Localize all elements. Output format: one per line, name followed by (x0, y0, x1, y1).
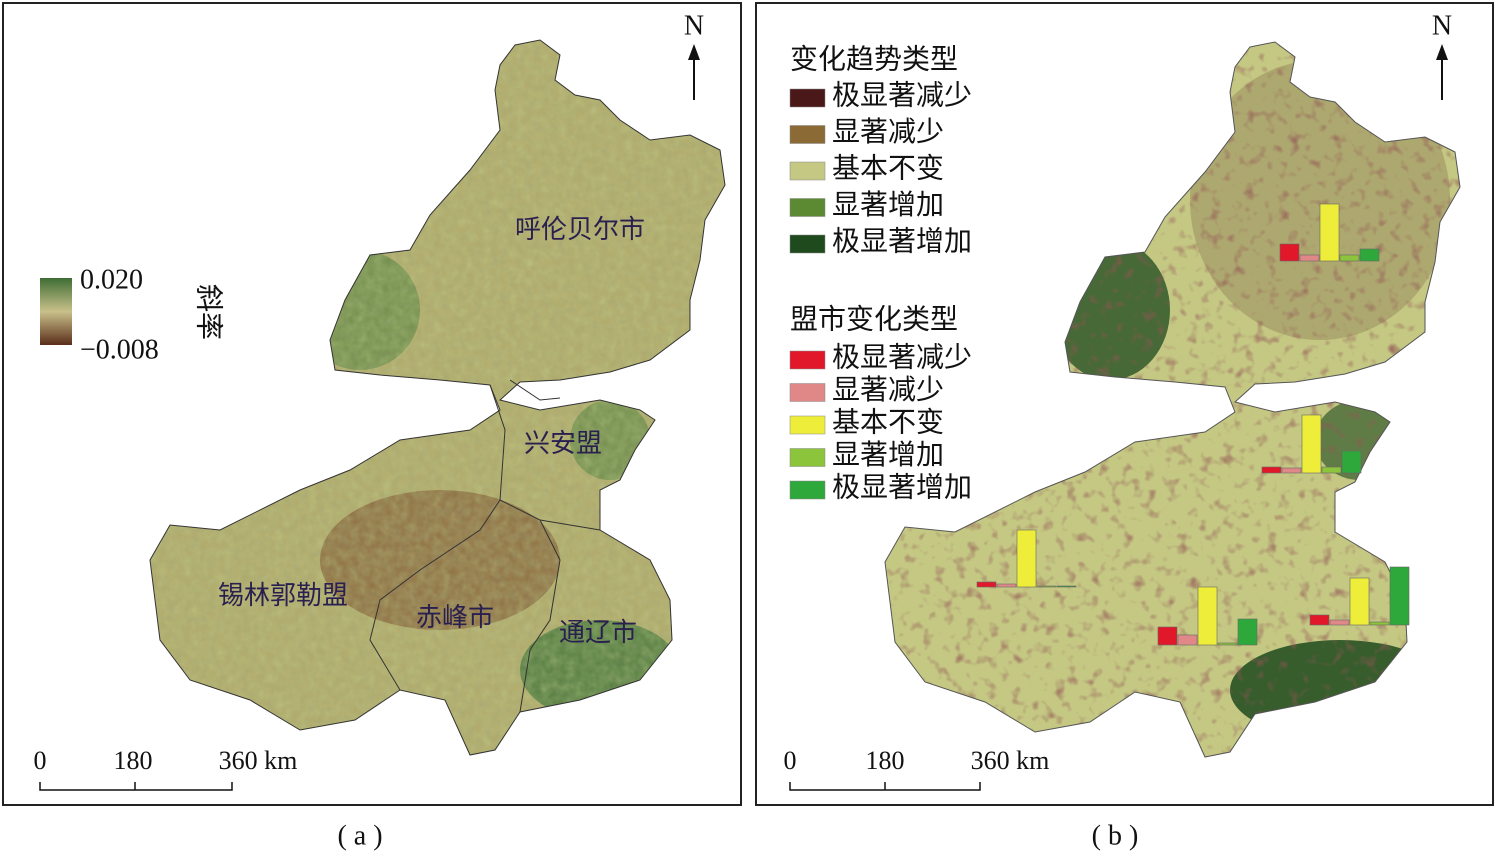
region-bar (1281, 467, 1302, 474)
caption: ( b ) (1092, 820, 1139, 851)
legend-title: 斜率 (193, 284, 225, 340)
scale-label: 180 (114, 746, 153, 775)
region-bar (1036, 585, 1057, 588)
north-label: N (1432, 10, 1452, 41)
legend-min: −0.008 (80, 334, 159, 365)
legend-label: 极显著增加 (832, 225, 972, 257)
legend-title: 变化趋势类型 (790, 43, 958, 75)
panel-frame (755, 2, 1494, 806)
region-bar (1319, 203, 1340, 262)
region-bar (1329, 619, 1350, 626)
scale-label: 180 (866, 746, 905, 775)
boundary (499, 499, 561, 713)
region-bar (1157, 626, 1178, 646)
region-label: 通辽市 (559, 618, 637, 647)
map-a (150, 40, 725, 755)
boundary (509, 379, 561, 401)
region-label: 赤峰市 (416, 603, 494, 632)
region-bar (1339, 254, 1360, 262)
region-label: 兴安盟 (524, 429, 602, 458)
legend-swatch (789, 350, 826, 370)
boundary (369, 384, 506, 691)
scale-label: 360 km (971, 746, 1050, 775)
legend-label: 极显著减少 (832, 341, 972, 373)
scale-label: 0 (784, 746, 797, 775)
legend-label: 显著增加 (832, 439, 944, 471)
scale-label: 360 km (219, 746, 298, 775)
legend-label: 显著减少 (832, 374, 944, 406)
legend-swatch (789, 125, 826, 144)
boundary (539, 519, 601, 531)
region-bar (976, 581, 997, 588)
legend-swatch (789, 198, 826, 217)
region-bar (1299, 254, 1320, 262)
legends: 极显著减少显著减少基本不变显著增加极显著增加极显著减少显著减少基本不变显著增加极… (789, 79, 972, 503)
panel-frame (2, 2, 742, 806)
scale-bar (789, 782, 981, 791)
region-bar (1349, 577, 1370, 626)
region-charts (976, 203, 1410, 646)
north-arrow-head (688, 44, 700, 60)
region-bar (1389, 566, 1410, 626)
region-bar (1217, 642, 1238, 646)
legend-label: 基本不变 (832, 152, 944, 184)
legend-swatch (789, 480, 826, 500)
region-bar (1279, 243, 1300, 262)
legend-swatch (789, 161, 826, 181)
region-bar (996, 583, 1017, 588)
legend-swatch (789, 88, 826, 108)
region-bar (1321, 466, 1342, 474)
region-bar (1197, 586, 1218, 646)
legend-max: 0.020 (80, 264, 143, 295)
legend-label: 显著减少 (832, 116, 944, 148)
region-label: 呼伦贝尔市 (515, 215, 645, 244)
region-bar (1177, 634, 1198, 646)
legend-swatch (789, 234, 826, 254)
caption: ( a ) (337, 820, 382, 851)
region-bar (1301, 414, 1322, 474)
region-bar (1056, 585, 1077, 588)
region-bar (1369, 621, 1390, 626)
region-bar (1016, 529, 1037, 588)
region-bar (1359, 248, 1380, 262)
legend-swatch (789, 383, 826, 402)
legend-swatch (789, 448, 826, 467)
region-bar (1341, 450, 1362, 474)
slope-colorbar (40, 278, 72, 345)
legend-label: 基本不变 (832, 406, 944, 438)
north-label: N (684, 10, 704, 41)
region-bar (1237, 618, 1258, 646)
legend-label: 显著增加 (832, 189, 944, 221)
legend-label: 极显著增加 (832, 471, 972, 503)
legend-label: 极显著减少 (832, 79, 972, 111)
north-arrow-head (1436, 44, 1448, 60)
region-bar (1261, 466, 1282, 474)
scale-label: 0 (34, 746, 47, 775)
legend-swatch (789, 415, 826, 435)
legend-title: 盟市变化类型 (790, 303, 958, 335)
region-bar (1309, 614, 1330, 626)
region-label: 锡林郭勒盟 (218, 581, 348, 610)
scale-bar (39, 782, 233, 791)
